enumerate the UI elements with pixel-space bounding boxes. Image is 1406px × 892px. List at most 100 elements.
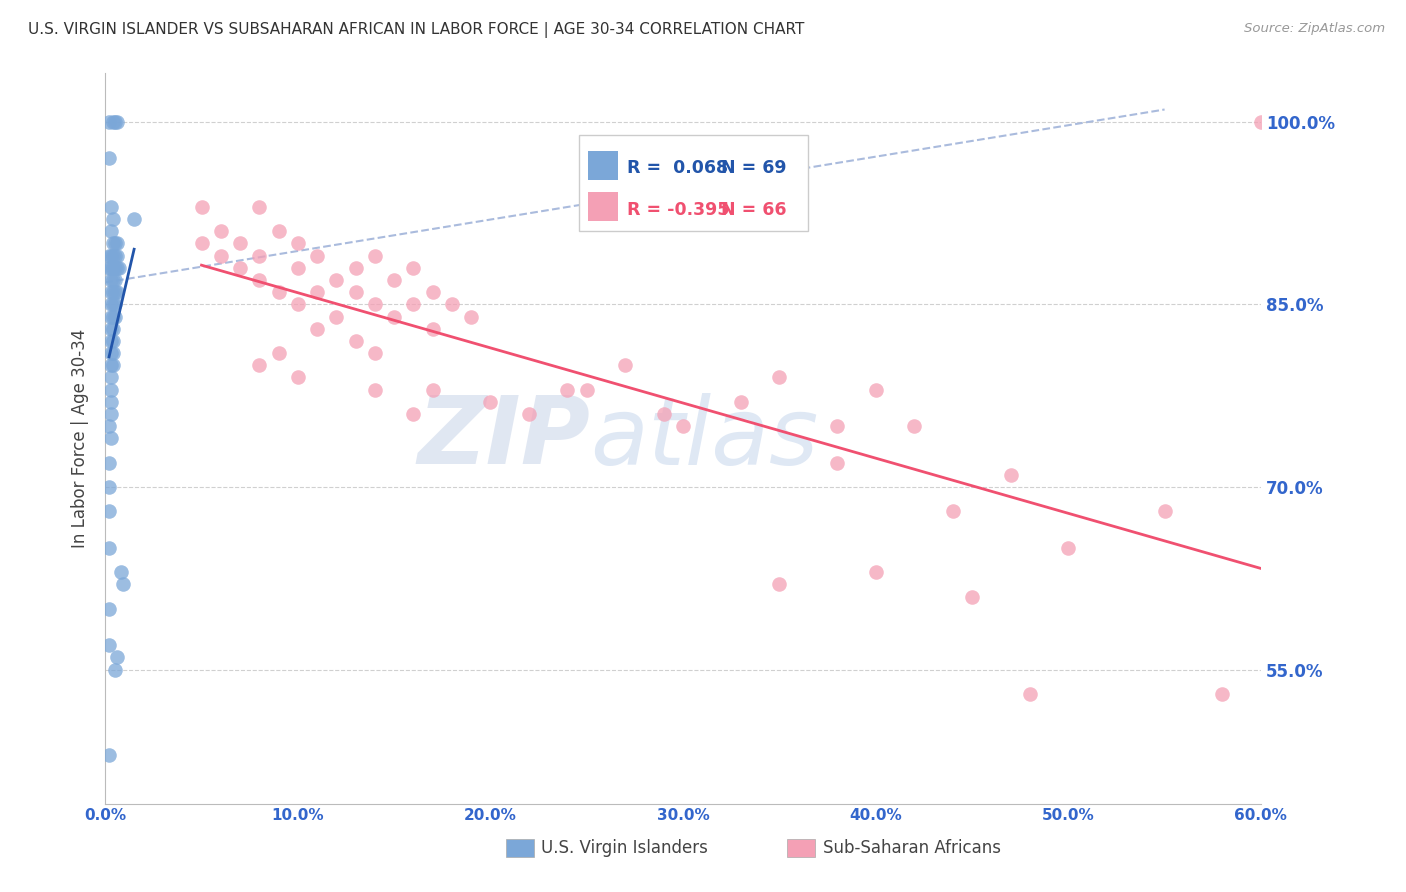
Point: [100, 358, 122, 372]
Point: [479, 394, 502, 409]
Point: [100, 260, 122, 275]
Point: [517, 407, 540, 421]
Point: [104, 273, 127, 287]
Point: [652, 407, 675, 421]
Point: [557, 383, 579, 397]
Point: [190, 236, 212, 251]
Point: [100, 394, 122, 409]
Point: [100, 297, 122, 311]
Point: [422, 383, 444, 397]
Point: [105, 236, 128, 251]
Point: [105, 114, 128, 128]
Point: [267, 285, 290, 300]
Point: [422, 322, 444, 336]
Text: N = 66: N = 66: [721, 201, 786, 219]
Point: [1211, 687, 1233, 701]
Text: R =  0.068: R = 0.068: [627, 159, 728, 178]
Point: [101, 249, 124, 263]
Point: [100, 334, 122, 348]
Point: [98, 260, 121, 275]
Text: atlas: atlas: [591, 392, 818, 483]
Y-axis label: In Labor Force | Age 30-34: In Labor Force | Age 30-34: [72, 328, 89, 548]
Point: [98, 419, 121, 434]
Point: [287, 260, 309, 275]
Point: [100, 370, 122, 384]
Text: N = 69: N = 69: [721, 159, 786, 178]
Point: [122, 212, 145, 227]
Point: [98, 456, 121, 470]
Point: [105, 285, 128, 300]
Point: [247, 249, 270, 263]
Point: [190, 200, 212, 214]
Point: [104, 260, 127, 275]
Point: [104, 297, 127, 311]
Point: [104, 663, 127, 677]
Point: [1018, 687, 1040, 701]
Point: [104, 236, 127, 251]
Point: [100, 285, 122, 300]
Point: [942, 504, 965, 518]
Point: [98, 638, 121, 652]
Point: [229, 236, 252, 251]
Point: [98, 504, 121, 518]
Point: [730, 394, 752, 409]
Point: [100, 249, 122, 263]
Point: [105, 650, 128, 665]
Text: Sub-Saharan Africans: Sub-Saharan Africans: [823, 838, 1001, 857]
Point: [672, 419, 695, 434]
Point: [460, 310, 482, 324]
Point: [960, 590, 983, 604]
Point: [98, 747, 121, 762]
Text: U.S. VIRGIN ISLANDER VS SUBSAHARAN AFRICAN IN LABOR FORCE | AGE 30-34 CORRELATIO: U.S. VIRGIN ISLANDER VS SUBSAHARAN AFRIC…: [28, 22, 804, 38]
Point: [382, 273, 405, 287]
Point: [98, 249, 121, 263]
Point: [111, 577, 134, 591]
Point: [325, 273, 347, 287]
Point: [422, 285, 444, 300]
Text: U.S. Virgin Islanders: U.S. Virgin Islanders: [541, 838, 709, 857]
Point: [209, 249, 232, 263]
Point: [325, 310, 347, 324]
Point: [307, 322, 329, 336]
Point: [364, 383, 387, 397]
Point: [247, 200, 270, 214]
Point: [100, 407, 122, 421]
Point: [100, 322, 122, 336]
Point: [100, 310, 122, 324]
Point: [402, 297, 425, 311]
Point: [105, 249, 128, 263]
Point: [101, 310, 124, 324]
Point: [98, 151, 121, 165]
Point: [768, 577, 790, 591]
Point: [104, 310, 127, 324]
Point: [307, 285, 329, 300]
Point: [209, 224, 232, 238]
Point: [865, 566, 887, 580]
Point: [100, 431, 122, 445]
Point: [287, 370, 309, 384]
Point: [229, 260, 252, 275]
Point: [104, 114, 127, 128]
Point: [101, 346, 124, 360]
Point: [344, 260, 367, 275]
Point: [287, 236, 309, 251]
Point: [104, 285, 127, 300]
Point: [101, 114, 124, 128]
Point: [110, 566, 132, 580]
Point: [98, 601, 121, 615]
Point: [98, 114, 121, 128]
Point: [107, 260, 129, 275]
Point: [825, 456, 848, 470]
Point: [402, 407, 425, 421]
Point: [1057, 541, 1080, 555]
Point: [100, 273, 122, 287]
Point: [105, 260, 128, 275]
Point: [101, 297, 124, 311]
Point: [104, 249, 127, 263]
Point: [382, 310, 405, 324]
Point: [364, 249, 387, 263]
Point: [101, 260, 124, 275]
Point: [98, 480, 121, 494]
Point: [307, 249, 329, 263]
Point: [364, 297, 387, 311]
